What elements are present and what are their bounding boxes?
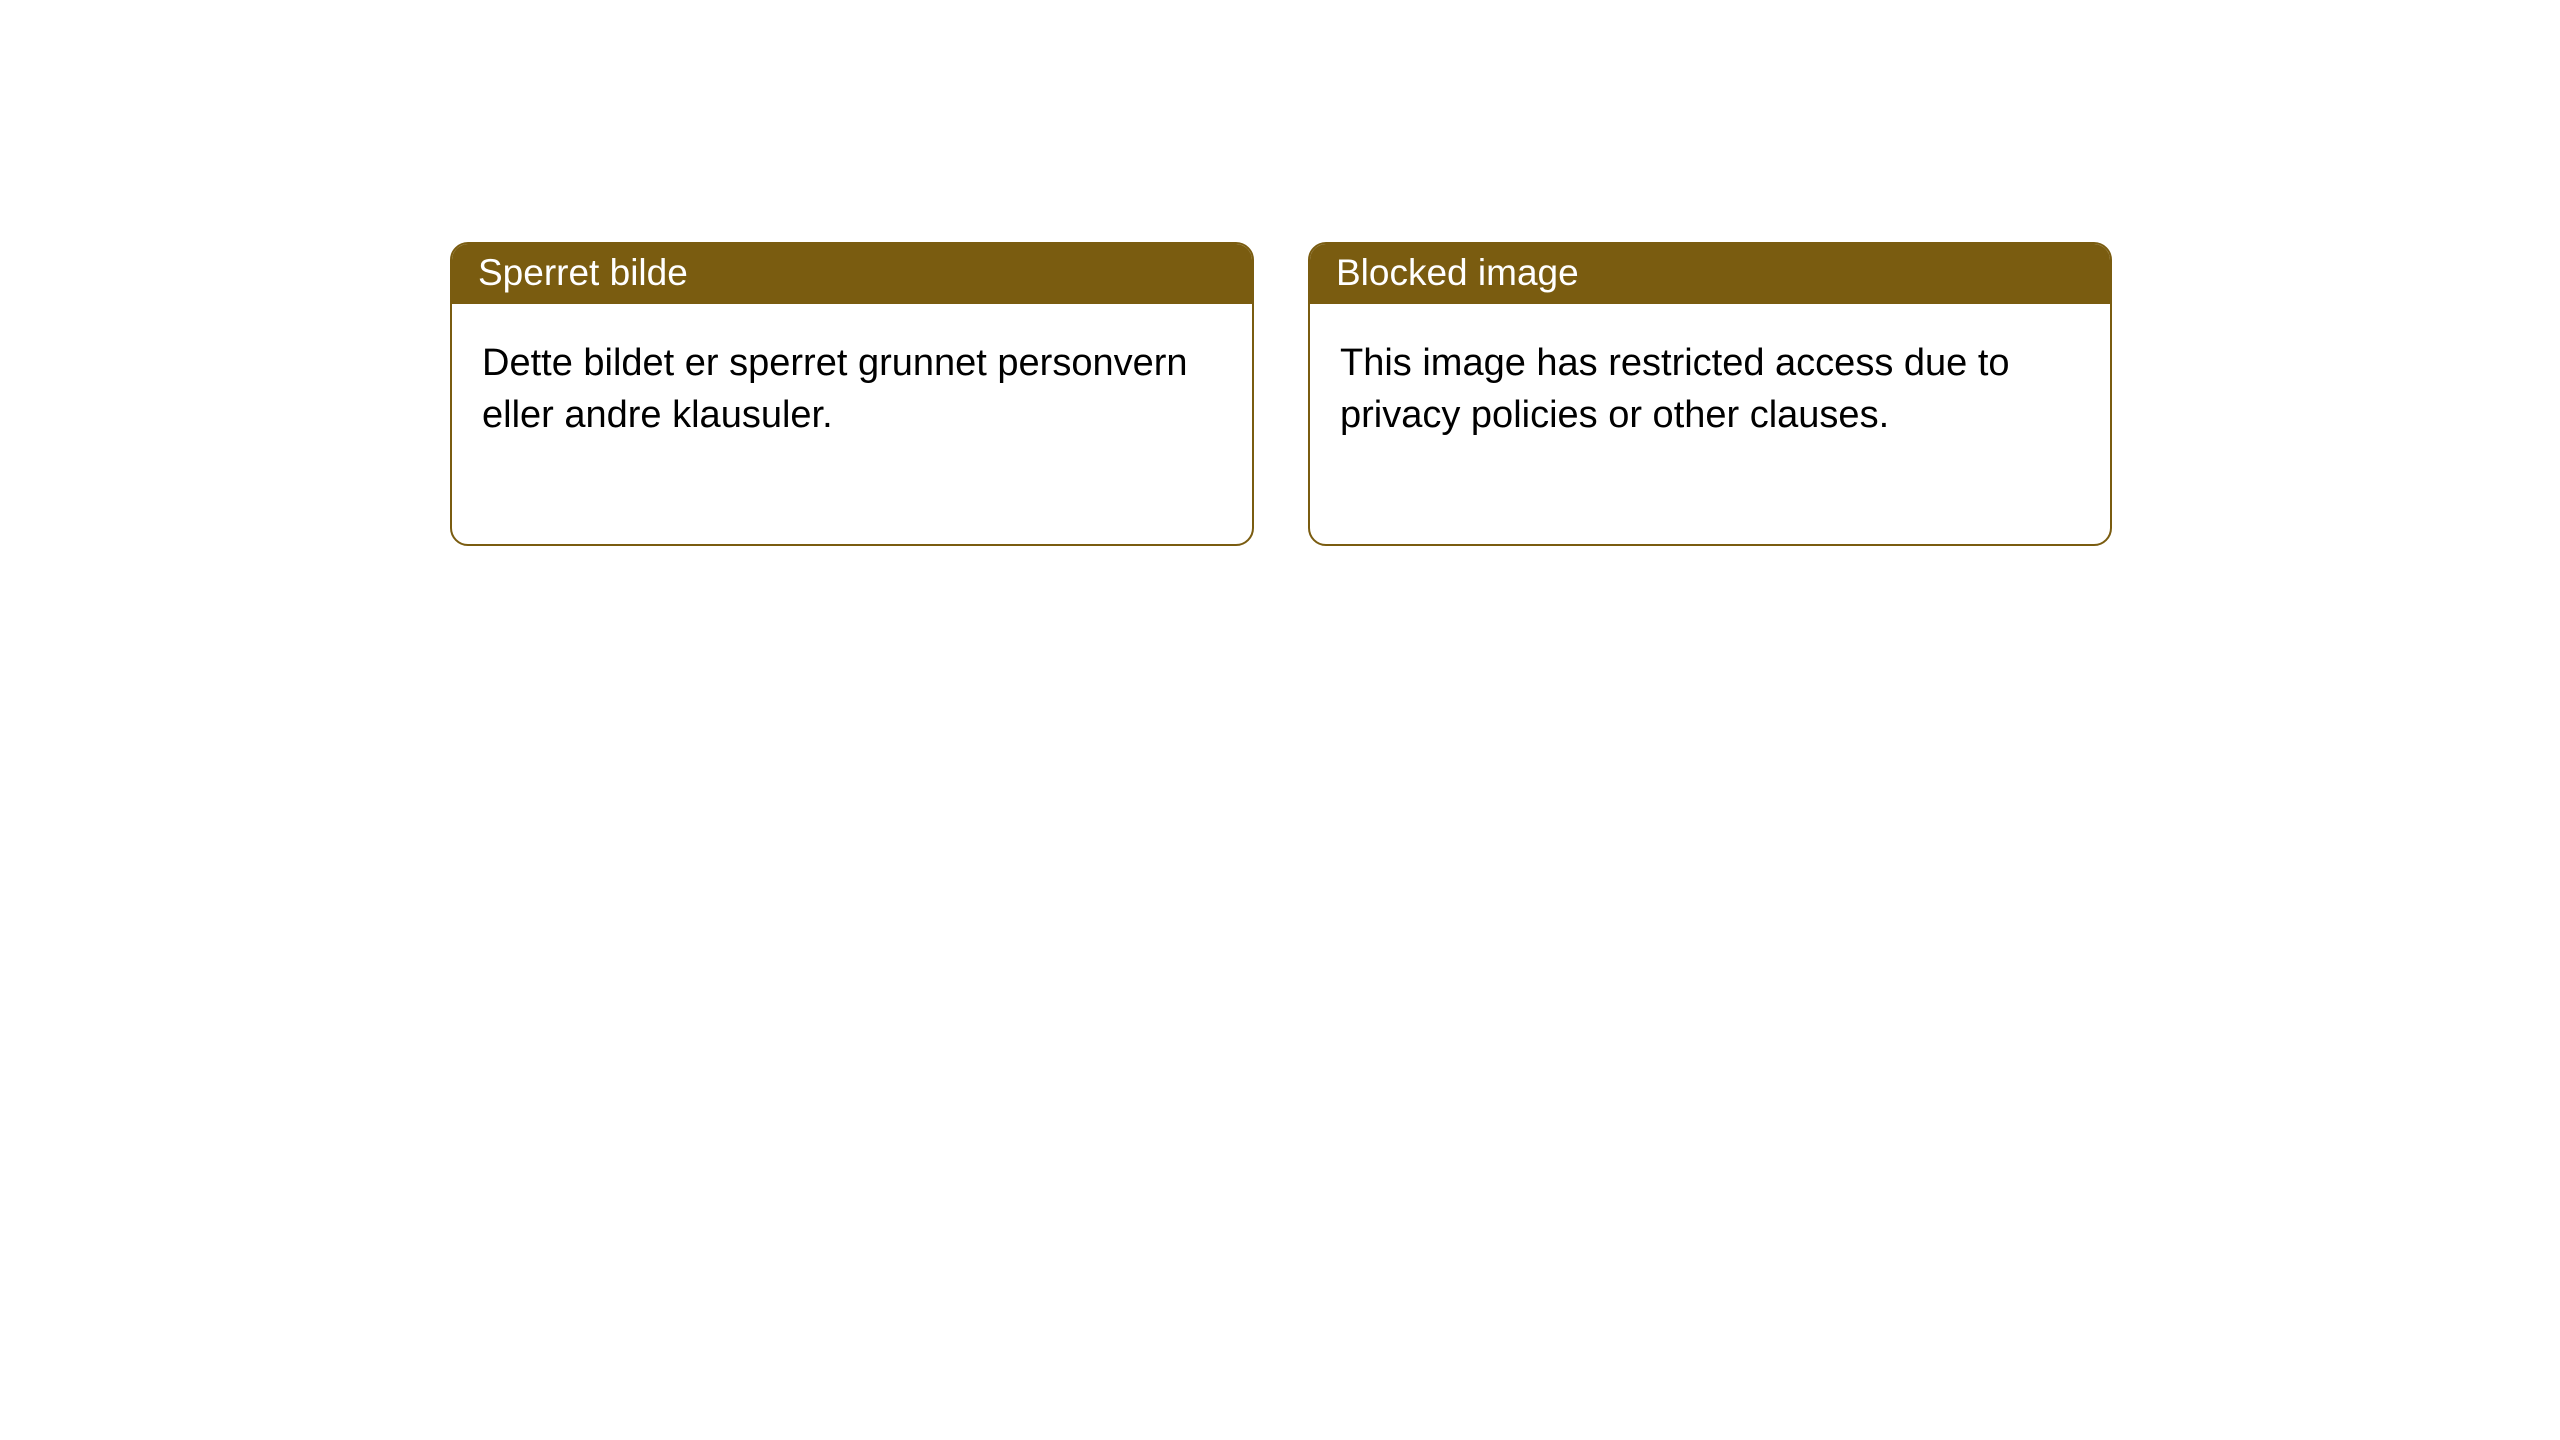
notice-title: Sperret bilde bbox=[478, 252, 688, 293]
notice-body: This image has restricted access due to … bbox=[1310, 304, 2110, 544]
notice-body: Dette bildet er sperret grunnet personve… bbox=[452, 304, 1252, 544]
notice-container: Sperret bilde Dette bildet er sperret gr… bbox=[0, 0, 2560, 546]
notice-header: Blocked image bbox=[1310, 244, 2110, 304]
notice-box-norwegian: Sperret bilde Dette bildet er sperret gr… bbox=[450, 242, 1254, 546]
notice-body-text: This image has restricted access due to … bbox=[1340, 342, 2010, 436]
notice-body-text: Dette bildet er sperret grunnet personve… bbox=[482, 342, 1188, 436]
notice-header: Sperret bilde bbox=[452, 244, 1252, 304]
notice-box-english: Blocked image This image has restricted … bbox=[1308, 242, 2112, 546]
notice-title: Blocked image bbox=[1336, 252, 1579, 293]
